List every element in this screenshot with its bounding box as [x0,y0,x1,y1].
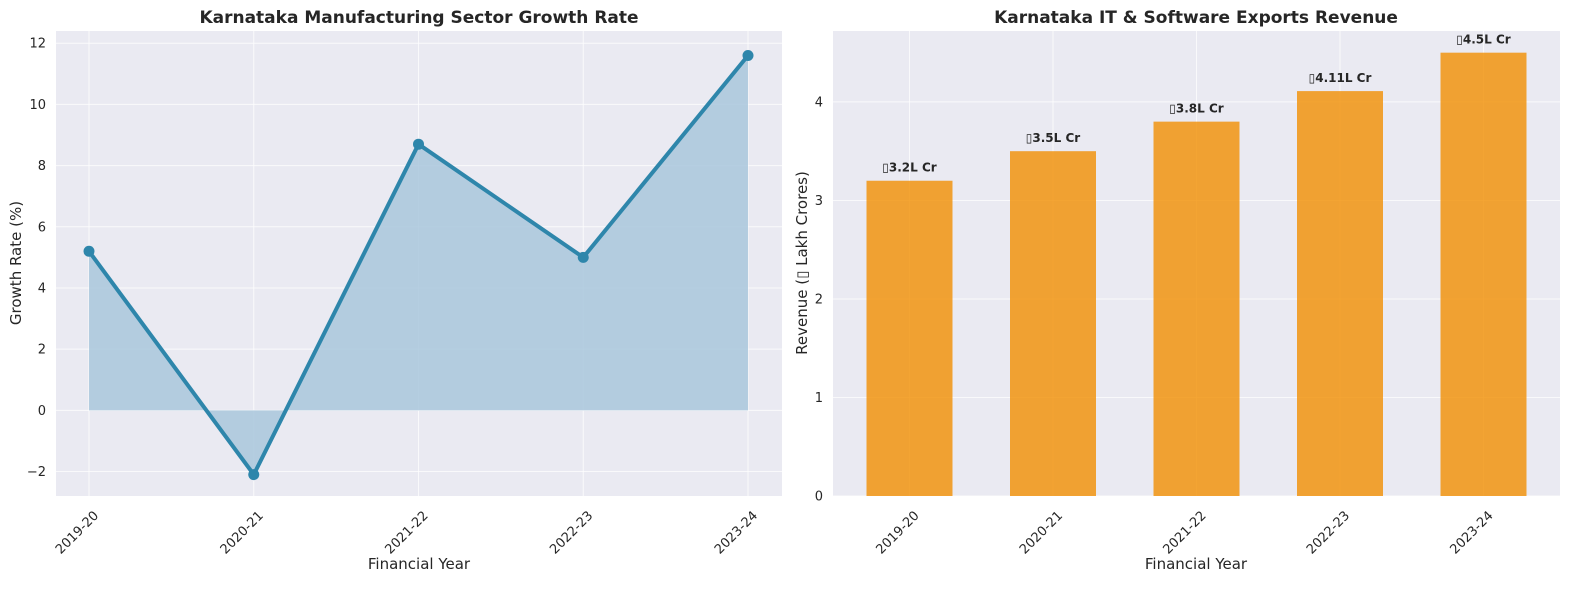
growth-y-tick-label: 12 [29,37,46,52]
exports-y-tick-label: 1 [815,391,823,406]
growth-y-ticks: −2 0 2 4 6 8 10 12 [27,37,46,480]
growth-y-tick-label: 0 [38,404,46,419]
growth-x-axis-label: Financial Year [368,555,471,573]
exports-bar [866,180,953,496]
growth-y-tick-label: 4 [38,281,46,296]
growth-rate-chart: −2 0 2 4 6 8 10 12 2019-20 2020-21 2021-22 2022-23… [7,8,782,573]
growth-area-fill [89,55,748,475]
growth-x-tick-label: 2020-21 [218,508,267,557]
growth-data-point [83,245,95,257]
exports-x-tick-label: 2023-24 [1448,508,1497,557]
exports-bar [1297,91,1383,496]
growth-chart-title: Karnataka Manufacturing Sector Growth Ra… [199,8,638,28]
exports-x-ticks: 2019-20 2020-21 2021-22 2022-23 2023-24 [874,508,1497,557]
growth-data-point [577,251,589,263]
exports-x-tick-label: 2019-20 [874,508,923,557]
growth-y-tick-label: 10 [29,98,46,113]
exports-y-ticks: 0 1 2 3 4 [815,95,823,504]
exports-bars [866,52,1527,496]
exports-y-tick-label: 3 [815,194,823,209]
growth-x-tick-label: 2022-23 [547,508,596,557]
growth-x-tick-label: 2023-24 [712,508,761,557]
exports-y-axis-label: Revenue (▯ Lakh Crores) [793,171,811,355]
growth-x-tick-label: 2019-20 [53,508,102,557]
growth-y-tick-label: 8 [38,159,46,174]
exports-x-tick-label: 2021-22 [1161,508,1210,557]
exports-bar-value-label: ▯3.5L Cr [1026,131,1080,145]
growth-data-point [248,469,260,481]
it-exports-chart: ▯3.2L Cr ▯3.5L Cr ▯3.8L Cr ▯4.11L Cr ▯4.5L C… [793,8,1560,573]
exports-bar-value-label: ▯4.5L Cr [1456,33,1510,47]
exports-bar-value-label: ▯3.8L Cr [1169,102,1223,116]
exports-x-tick-label: 2020-21 [1017,508,1066,557]
growth-data-point [742,49,754,61]
growth-x-tick-label: 2021-22 [383,508,432,557]
exports-bar [1440,52,1527,496]
growth-points [83,49,754,481]
growth-y-axis-label: Growth Rate (%) [7,201,25,325]
exports-bar [1153,121,1240,496]
exports-bar [1010,151,1096,496]
exports-bar-value-label: ▯3.2L Cr [882,161,936,175]
growth-y-tick-label: 6 [38,220,46,235]
growth-y-tick-label: −2 [27,465,46,480]
growth-y-tick-label: 2 [38,343,46,358]
exports-x-tick-label: 2022-23 [1304,508,1353,557]
growth-data-point [413,138,424,150]
growth-x-ticks: 2019-20 2020-21 2021-22 2022-23 2023-24 [53,508,761,557]
exports-chart-title: Karnataka IT & Software Exports Revenue [994,8,1398,28]
exports-bar-value-label: ▯4.11L Cr [1309,71,1372,85]
exports-x-axis-label: Financial Year [1145,555,1248,573]
exports-y-tick-label: 4 [815,95,823,110]
exports-bar-labels: ▯3.2L Cr ▯3.5L Cr ▯3.8L Cr ▯4.11L Cr ▯4.5L C… [882,33,1510,175]
exports-y-tick-label: 0 [815,490,823,505]
exports-y-tick-label: 2 [815,292,823,307]
